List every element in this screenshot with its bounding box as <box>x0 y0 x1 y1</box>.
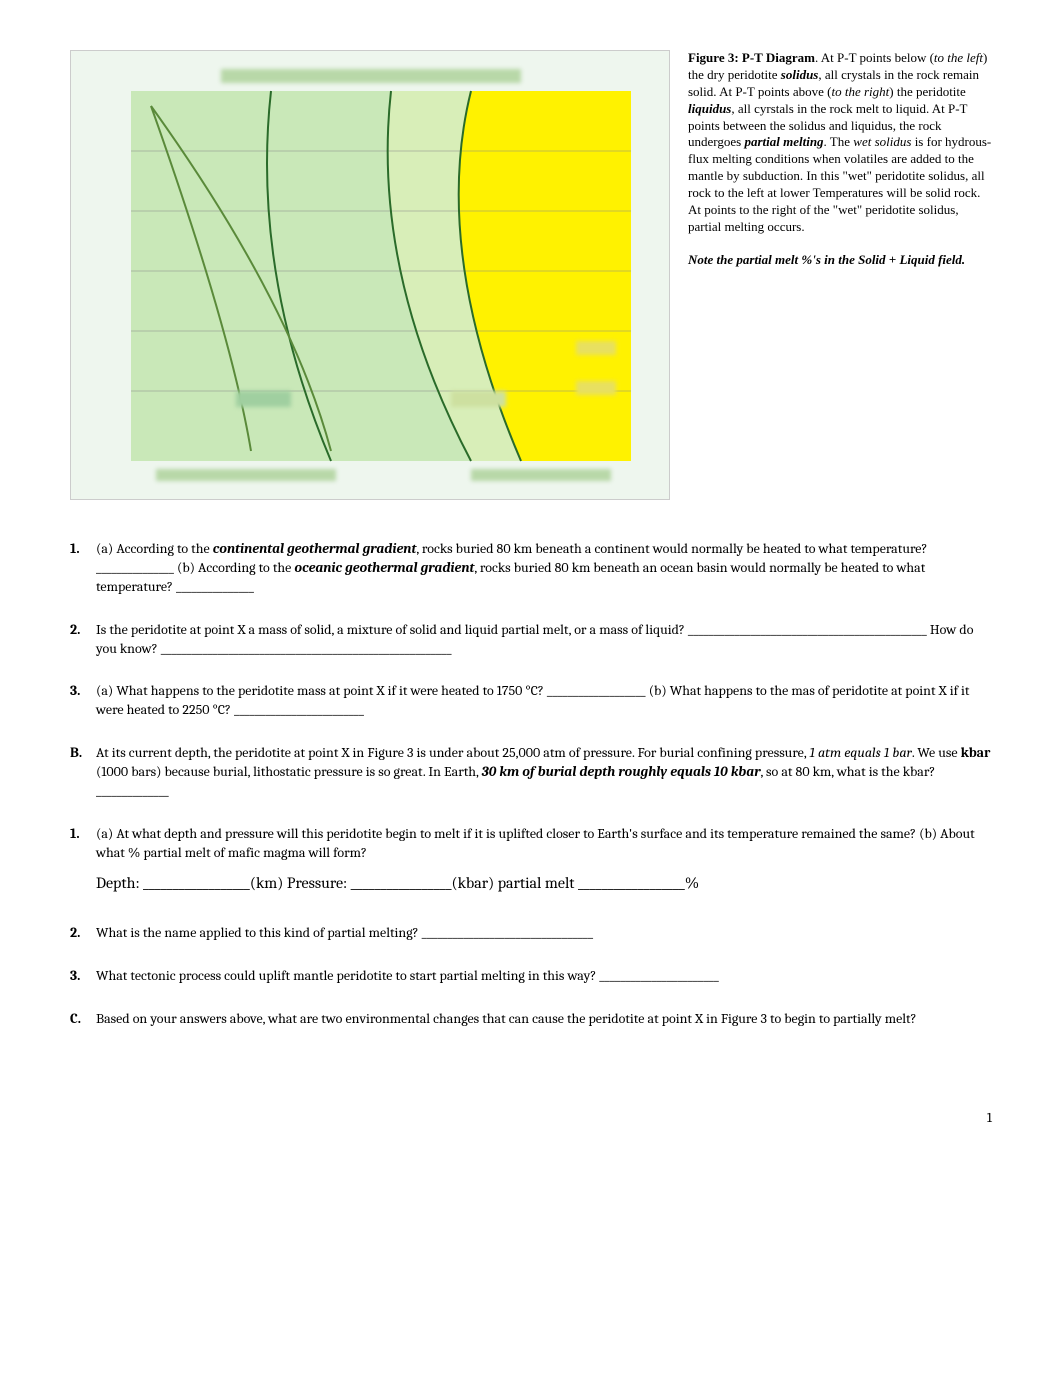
question-B3: 3. What tectonic process could uplift ma… <box>70 967 992 986</box>
caption-title: Figure 3: P-T Diagram <box>688 50 815 65</box>
fill-in-line: Depth: __________________(km) Pressure: … <box>96 873 992 895</box>
question-2: 2. Is the peridotite at point X a mass o… <box>70 621 992 659</box>
question-C: C. Based on your answers above, what are… <box>70 1010 992 1029</box>
figure-and-caption-row: Figure 3: P-T Diagram. At P-T points bel… <box>70 50 992 500</box>
questions-list: 1. (a) According to the continental geot… <box>70 540 992 1029</box>
question-B: B. At its current depth, the peridotite … <box>70 744 992 801</box>
caption-note: Note the partial melt %'s in the Solid +… <box>688 252 992 269</box>
question-3: 3. (a) What happens to the peridotite ma… <box>70 682 992 720</box>
page-number: 1 <box>70 1109 992 1128</box>
question-1: 1. (a) According to the continental geot… <box>70 540 992 597</box>
question-B2: 2. What is the name applied to this kind… <box>70 924 992 943</box>
question-B1: 1. (a) At what depth and pressure will t… <box>70 825 992 900</box>
pt-diagram-figure <box>70 50 670 500</box>
figure-caption: Figure 3: P-T Diagram. At P-T points bel… <box>688 50 992 500</box>
pt-diagram-svg <box>71 51 670 500</box>
